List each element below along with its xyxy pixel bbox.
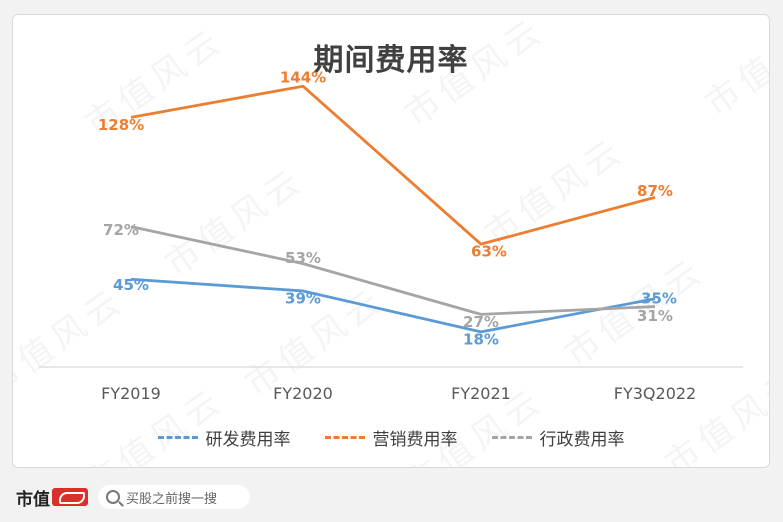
x-tick-label: FY2021 <box>451 384 511 403</box>
series-line <box>130 225 656 316</box>
data-label: 18% <box>463 330 499 348</box>
legend-label: 研发费用率 <box>205 430 291 450</box>
data-label: 72% <box>103 221 139 239</box>
series-line <box>130 84 656 246</box>
legend-swatch <box>157 436 198 439</box>
brand-logo[interactable]: 市值 <box>16 485 88 510</box>
data-label: 35% <box>641 289 677 307</box>
data-label: 31% <box>637 307 673 325</box>
x-tick-label: FY2019 <box>101 384 161 403</box>
data-label: 87% <box>637 182 673 200</box>
legend-swatch <box>324 436 365 439</box>
x-tick-label: FY2020 <box>273 384 333 403</box>
search-box[interactable]: 买股之前搜一搜 <box>98 485 250 509</box>
data-label: 128% <box>98 116 144 134</box>
legend-label: 营销费用率 <box>372 430 458 450</box>
search-icon <box>106 490 120 504</box>
x-tick-label: FY3Q2022 <box>614 384 696 403</box>
series-line <box>130 277 656 334</box>
chart-legend: 研发费用率 营销费用率 行政费用率 <box>13 425 769 450</box>
line-chart: FY2019 FY2020 FY2021 FY3Q2022 45% 39% 18% 35% 12… <box>39 69 743 403</box>
data-label: 63% <box>471 243 507 261</box>
data-label: 144% <box>280 69 326 87</box>
footer-bar: 市值 买股之前搜一搜 <box>0 472 783 522</box>
data-label: 27% <box>463 313 499 331</box>
logo-mark-icon <box>52 488 88 506</box>
legend-swatch <box>491 436 532 439</box>
search-placeholder: 买股之前搜一搜 <box>126 491 218 507</box>
legend-label: 行政费用率 <box>539 430 625 450</box>
data-label: 39% <box>285 289 321 307</box>
legend-item: 行政费用率 <box>491 425 625 450</box>
legend-item: 研发费用率 <box>157 425 291 450</box>
legend-item: 营销费用率 <box>324 425 458 450</box>
logo-text: 市值 <box>16 489 50 510</box>
chart-title: 期间费用率 <box>313 43 469 78</box>
chart-card: 市值风云 市值风云 市值风云 市值风云 市值风云 市值风云 市值风云 市值风云 … <box>12 14 770 468</box>
data-label: 45% <box>113 276 149 294</box>
data-label: 53% <box>285 249 321 267</box>
